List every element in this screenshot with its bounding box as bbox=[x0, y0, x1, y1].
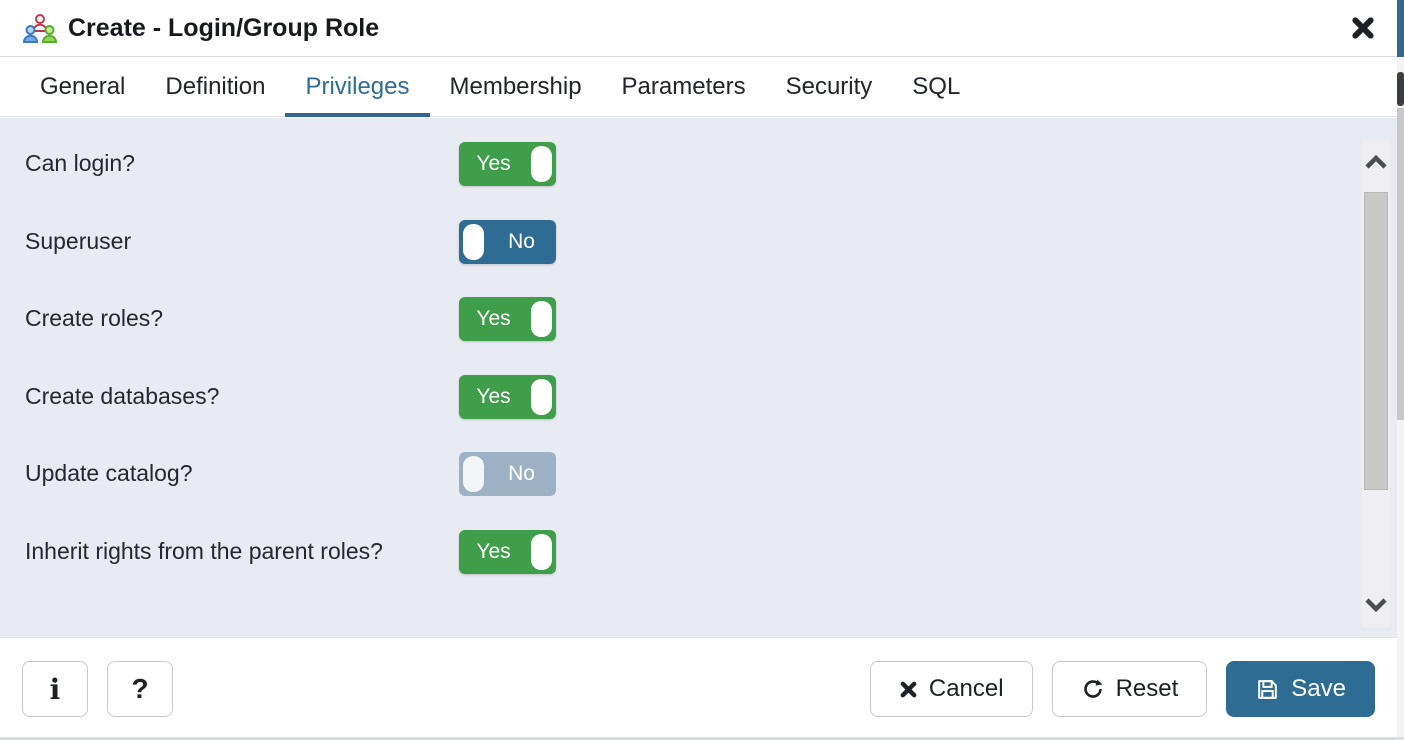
field-row-create-databases: Create databases? Yes bbox=[25, 374, 1404, 453]
toggle-value: Yes bbox=[476, 307, 511, 330]
dialog-footer: i ? Cancel Reset Save bbox=[0, 637, 1404, 740]
page-scrollbar-thumb[interactable] bbox=[1397, 108, 1404, 420]
save-button[interactable]: Save bbox=[1226, 661, 1375, 717]
info-icon: i bbox=[49, 672, 61, 706]
reset-icon bbox=[1083, 679, 1102, 698]
tab-privileges[interactable]: Privileges bbox=[285, 57, 430, 117]
cancel-label: Cancel bbox=[928, 675, 1004, 702]
page-scrollbar-thumb-dark[interactable] bbox=[1397, 72, 1404, 106]
field-row-inherit-rights: Inherit rights from the parent roles? Ye… bbox=[25, 529, 1404, 608]
tab-definition[interactable]: Definition bbox=[165, 72, 266, 100]
toggle-value: Yes bbox=[476, 384, 511, 408]
toggle-value: Yes bbox=[476, 152, 511, 175]
field-row-create-roles: Create roles? Yes bbox=[25, 297, 1404, 375]
field-label: Create databases? bbox=[25, 382, 220, 409]
dialog-title: Create - Login/Group Role bbox=[68, 13, 380, 42]
field-label: Superuser bbox=[25, 227, 132, 254]
field-label: Create roles? bbox=[25, 305, 164, 331]
scroll-down-icon bbox=[1365, 598, 1387, 613]
toggle-knob bbox=[531, 378, 552, 415]
scrollbar-thumb[interactable] bbox=[1364, 192, 1388, 490]
toggle-knob bbox=[463, 456, 484, 492]
field-label: Inherit rights from the parent roles? bbox=[25, 537, 383, 564]
toggle-knob bbox=[463, 223, 484, 260]
close-icon bbox=[1352, 17, 1374, 39]
question-icon: ? bbox=[131, 673, 149, 704]
update-catalog-toggle: No bbox=[459, 452, 556, 496]
scroll-up-icon bbox=[1365, 154, 1387, 169]
toggle-value: No bbox=[508, 229, 535, 253]
dialog-bottom-border bbox=[0, 737, 1404, 740]
panel-scrollbar[interactable] bbox=[1362, 140, 1390, 627]
tab-parameters[interactable]: Parameters bbox=[621, 72, 746, 100]
page-edge-accent bbox=[1397, 0, 1404, 57]
close-button[interactable] bbox=[1346, 11, 1380, 45]
dialog-help-button[interactable]: ? bbox=[107, 661, 173, 717]
toggle-knob bbox=[531, 146, 552, 182]
create-databases-toggle[interactable]: Yes bbox=[459, 374, 556, 419]
privileges-panel: Can login? Yes Superuser No Create roles… bbox=[0, 118, 1404, 637]
inherit-rights-toggle[interactable]: Yes bbox=[459, 529, 556, 574]
can-login-toggle[interactable]: Yes bbox=[459, 142, 556, 186]
scroll-down-button[interactable] bbox=[1362, 589, 1390, 621]
reset-label: Reset bbox=[1115, 675, 1179, 702]
toggle-value: Yes bbox=[476, 539, 511, 563]
tab-membership[interactable]: Membership bbox=[449, 72, 582, 100]
field-row-superuser: Superuser No bbox=[25, 219, 1404, 298]
cancel-button[interactable]: Cancel bbox=[869, 661, 1033, 717]
dialog-tabbar: General Definition Privileges Membership… bbox=[0, 57, 1404, 117]
field-label: Update catalog? bbox=[25, 460, 193, 486]
tab-security[interactable]: Security bbox=[785, 72, 873, 100]
field-row-can-login: Can login? Yes bbox=[25, 142, 1404, 220]
login-group-role-icon bbox=[22, 14, 58, 43]
create-roles-toggle[interactable]: Yes bbox=[459, 297, 556, 341]
field-row-update-catalog: Update catalog? No bbox=[25, 452, 1404, 530]
superuser-toggle[interactable]: No bbox=[459, 219, 556, 264]
toggle-knob bbox=[531, 301, 552, 337]
save-label: Save bbox=[1291, 675, 1346, 702]
cancel-icon bbox=[900, 681, 917, 697]
sql-help-button[interactable]: i bbox=[22, 661, 88, 717]
reset-button[interactable]: Reset bbox=[1051, 661, 1208, 717]
privileges-form: Can login? Yes Superuser No Create roles… bbox=[0, 118, 1404, 607]
scroll-up-button[interactable] bbox=[1362, 146, 1390, 178]
toggle-knob bbox=[531, 533, 552, 570]
save-icon bbox=[1258, 679, 1278, 699]
tab-sql[interactable]: SQL bbox=[912, 72, 961, 100]
tab-general[interactable]: General bbox=[40, 72, 126, 100]
field-label: Can login? bbox=[25, 150, 135, 176]
toggle-value: No bbox=[508, 462, 535, 485]
dialog-titlebar: Create - Login/Group Role bbox=[0, 0, 1404, 57]
